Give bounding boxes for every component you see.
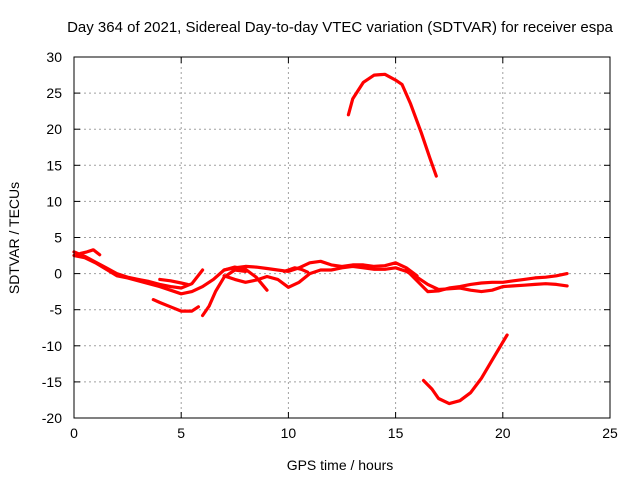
y-tick-label: 0 xyxy=(54,266,62,282)
series-line-arc-l xyxy=(404,268,569,294)
x-tick-labels: 0 5 10 15 20 25 xyxy=(70,425,618,441)
x-tick-label: 20 xyxy=(495,425,511,441)
series-line-arc-f xyxy=(201,268,248,318)
y-tick-label: -20 xyxy=(42,410,62,426)
y-tick-label: 5 xyxy=(54,230,62,246)
y-tick-label: 30 xyxy=(46,49,62,65)
x-tick-label: 0 xyxy=(70,425,78,441)
x-tick-label: 10 xyxy=(281,425,297,441)
x-tick-label: 5 xyxy=(177,425,185,441)
series-line-arc-m xyxy=(421,333,509,406)
y-tick-label: 20 xyxy=(46,121,62,137)
x-tick-label: 25 xyxy=(602,425,618,441)
series-line-arc-e xyxy=(158,277,190,286)
series-line-arc-i xyxy=(282,266,310,274)
y-tick-labels: -20 -15 -10 -5 0 5 10 15 20 25 30 xyxy=(42,49,62,426)
series-line-arc-h xyxy=(222,259,419,278)
grid-lines xyxy=(74,57,610,418)
x-axis-label: GPS time / hours xyxy=(287,457,394,473)
data-series xyxy=(72,72,569,406)
y-axis-label: SDTVAR / TECUs xyxy=(6,182,22,294)
y-tick-label: -15 xyxy=(42,374,62,390)
series-line-arc-g xyxy=(222,264,419,289)
y-tick-label: -5 xyxy=(50,302,63,318)
chart-title: Day 364 of 2021, Sidereal Day-to-day VTE… xyxy=(67,19,613,36)
y-tick-label: 15 xyxy=(46,157,62,173)
y-tick-label: 25 xyxy=(46,85,62,101)
y-tick-label: 10 xyxy=(46,193,62,209)
series-line-arc-d xyxy=(151,298,200,313)
series-line-arc-c xyxy=(78,248,102,257)
y-tick-label: -10 xyxy=(42,338,62,354)
axis-ticks xyxy=(73,56,611,419)
x-tick-label: 15 xyxy=(388,425,404,441)
series-line-arc-j xyxy=(346,72,438,178)
